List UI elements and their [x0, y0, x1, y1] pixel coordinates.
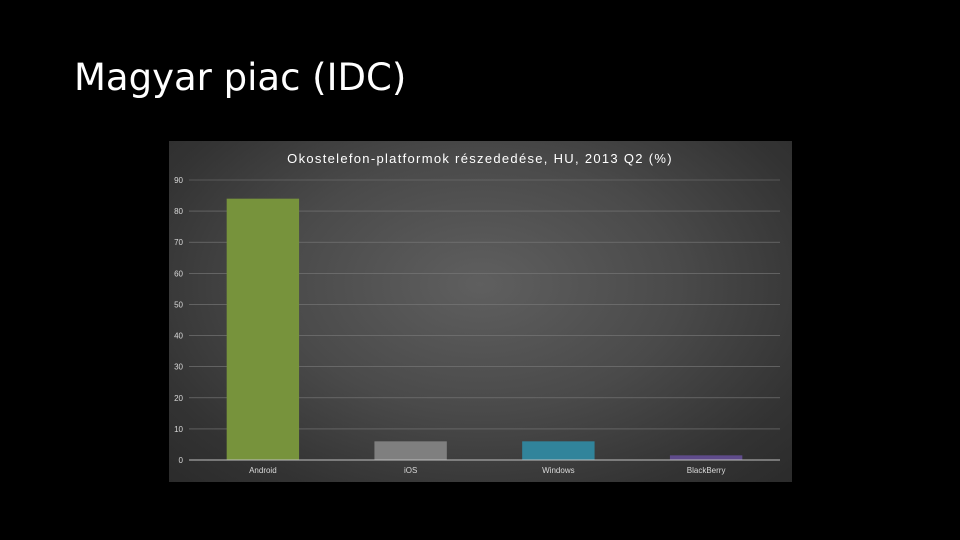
y-tick-label: 20: [174, 394, 183, 403]
y-tick-label: 90: [174, 176, 183, 185]
x-category-label: iOS: [404, 466, 417, 475]
x-category-label: Windows: [542, 466, 574, 475]
y-tick-label: 70: [174, 238, 183, 247]
bar-windows: [522, 441, 595, 460]
y-tick-label: 40: [174, 332, 183, 341]
y-axis-ticks: 0 10 20 30 40 50 60 70 80 90: [174, 176, 183, 465]
slide-title: Magyar piac (IDC): [74, 56, 407, 99]
chart-area: Okostelefon-platformok részededése, HU, …: [169, 141, 792, 482]
y-tick-label: 80: [174, 207, 183, 216]
bar-android: [226, 198, 300, 460]
bar-chart: Okostelefon-platformok részededése, HU, …: [174, 151, 780, 475]
y-tick-label: 50: [174, 300, 183, 309]
y-tick-label: 0: [179, 456, 184, 465]
y-tick-label: 30: [174, 363, 183, 372]
chart-title: Okostelefon-platformok részededése, HU, …: [287, 151, 673, 166]
bars: [226, 198, 743, 460]
bar-ios: [374, 441, 447, 460]
y-tick-label: 10: [174, 425, 183, 434]
x-category-label: Android: [249, 466, 277, 475]
x-category-label: BlackBerry: [687, 466, 726, 475]
y-tick-label: 60: [174, 269, 183, 278]
bar-blackberry: [669, 455, 743, 460]
x-axis-categories: Android iOS Windows BlackBerry: [249, 466, 725, 475]
